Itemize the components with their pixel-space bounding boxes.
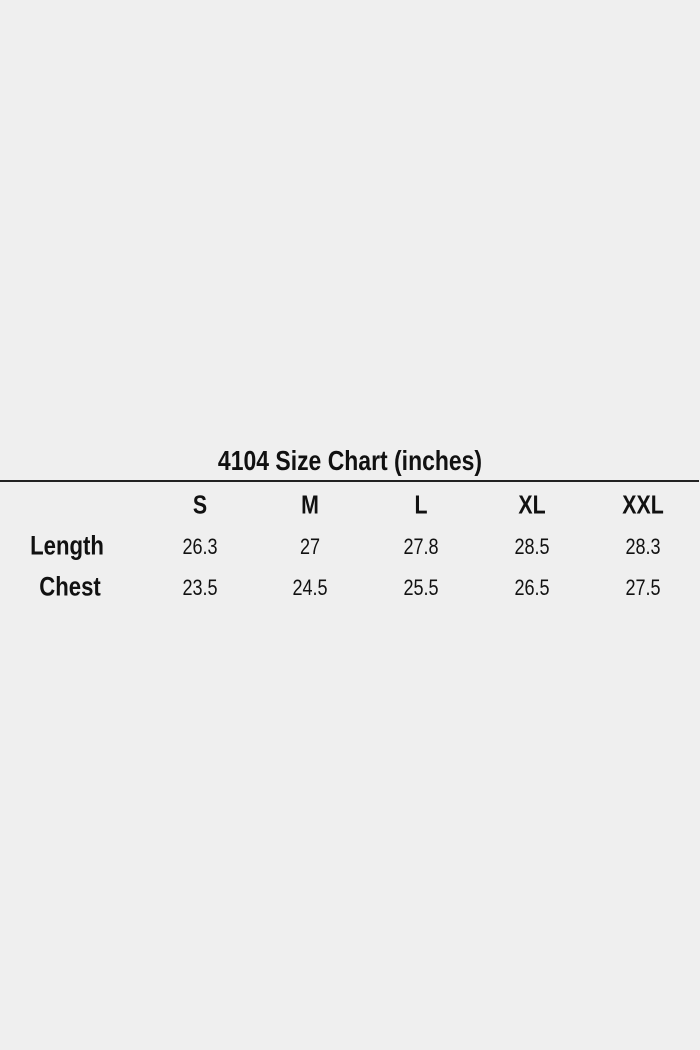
cell: 26.3 [182, 534, 218, 559]
title-divider [0, 480, 699, 482]
size-header-xxl: XXL [622, 489, 664, 520]
cell: 25.5 [403, 575, 439, 600]
row-label-length: Length [30, 530, 104, 561]
cell: 27.5 [625, 575, 661, 600]
size-header-xl: XL [518, 489, 546, 520]
cell: 27.8 [403, 534, 439, 559]
cell: 24.5 [292, 575, 328, 600]
size-header-l: L [414, 489, 428, 520]
cell: 27 [299, 534, 321, 559]
size-header-m: M [301, 489, 319, 520]
cell: 23.5 [182, 575, 218, 600]
cell: 26.5 [514, 575, 550, 600]
cell: 28.3 [625, 534, 661, 559]
size-header-s: S [192, 489, 208, 520]
row-label-chest: Chest [39, 571, 101, 602]
cell: 28.5 [514, 534, 550, 559]
chart-title: 4104 Size Chart (inches) [217, 445, 483, 476]
